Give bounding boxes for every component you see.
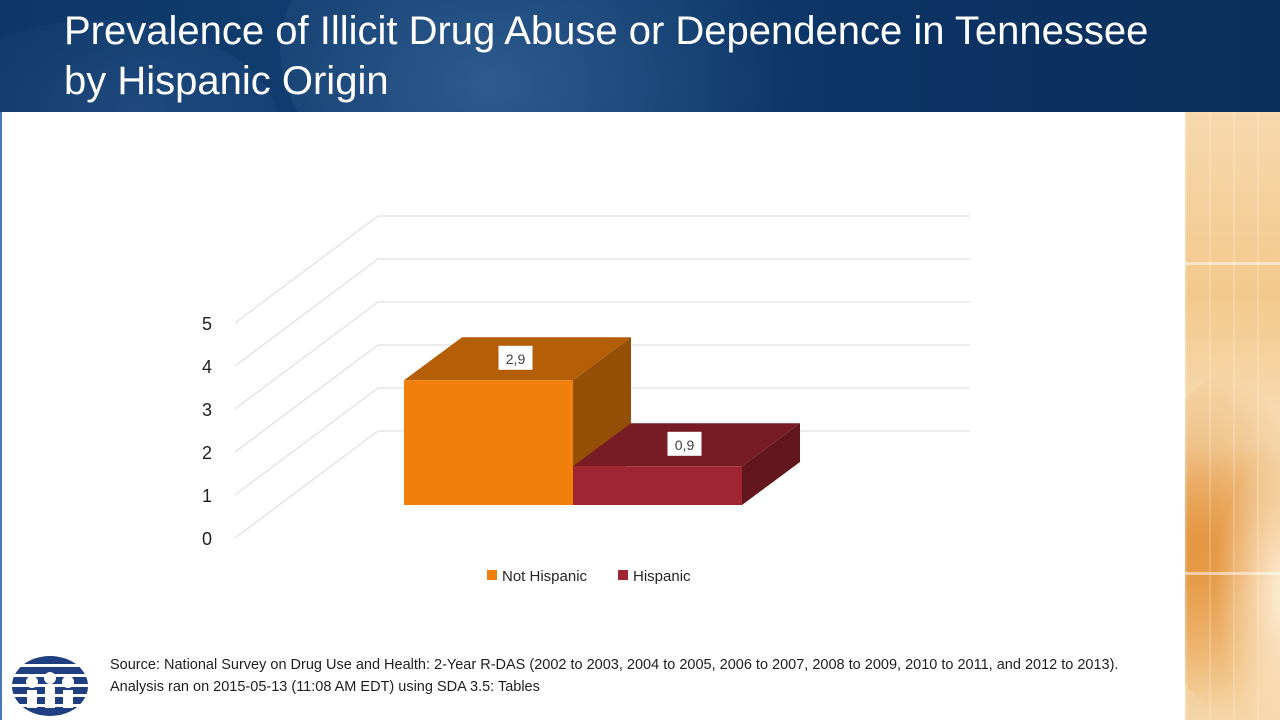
right-decoration — [1185, 112, 1280, 720]
legend-item: Hispanic — [633, 568, 691, 585]
organization-logo — [12, 656, 90, 716]
legend-swatch — [487, 570, 497, 580]
gridline-side — [234, 430, 379, 539]
gridline-side — [234, 215, 379, 324]
bar-2 — [573, 466, 742, 505]
y-tick-label: 0 — [202, 529, 212, 549]
bar-chart: 0 1 2 3 4 5 2,9 0,9 Not Hispanic Hispanic — [202, 215, 970, 585]
chart-legend: Not Hispanic Hispanic — [487, 568, 691, 585]
data-labels: 2,9 0,9 — [498, 345, 702, 456]
data-label-box — [498, 345, 533, 370]
gridline-side — [234, 301, 379, 410]
left-border — [0, 112, 2, 720]
chart-bars — [404, 337, 800, 505]
source-note: Source: National Survey on Drug Use and … — [110, 657, 1119, 695]
y-tick-label: 5 — [202, 314, 212, 334]
y-tick-label: 1 — [202, 486, 212, 506]
y-tick-label: 2 — [202, 443, 212, 463]
y-tick-label: 4 — [202, 357, 212, 377]
legend-swatch — [618, 570, 628, 580]
bar-side-2 — [742, 423, 800, 505]
y-axis: 0 1 2 3 4 5 — [202, 314, 212, 549]
slide-header: Prevalence of Illicit Drug Abuse or Depe… — [0, 0, 1280, 112]
data-label-box — [667, 431, 702, 456]
gridline-side — [234, 258, 379, 367]
data-label: 0,9 — [675, 437, 695, 453]
legend-item: Not Hispanic — [502, 568, 588, 585]
gridline-side — [234, 344, 379, 453]
bar-1 — [404, 380, 573, 505]
page-title: Prevalence of Illicit Drug Abuse or Depe… — [64, 9, 1149, 103]
gridline-side — [234, 387, 379, 496]
data-label: 2,9 — [506, 351, 526, 367]
y-tick-label: 3 — [202, 400, 212, 420]
header-decoration — [280, 0, 800, 112]
